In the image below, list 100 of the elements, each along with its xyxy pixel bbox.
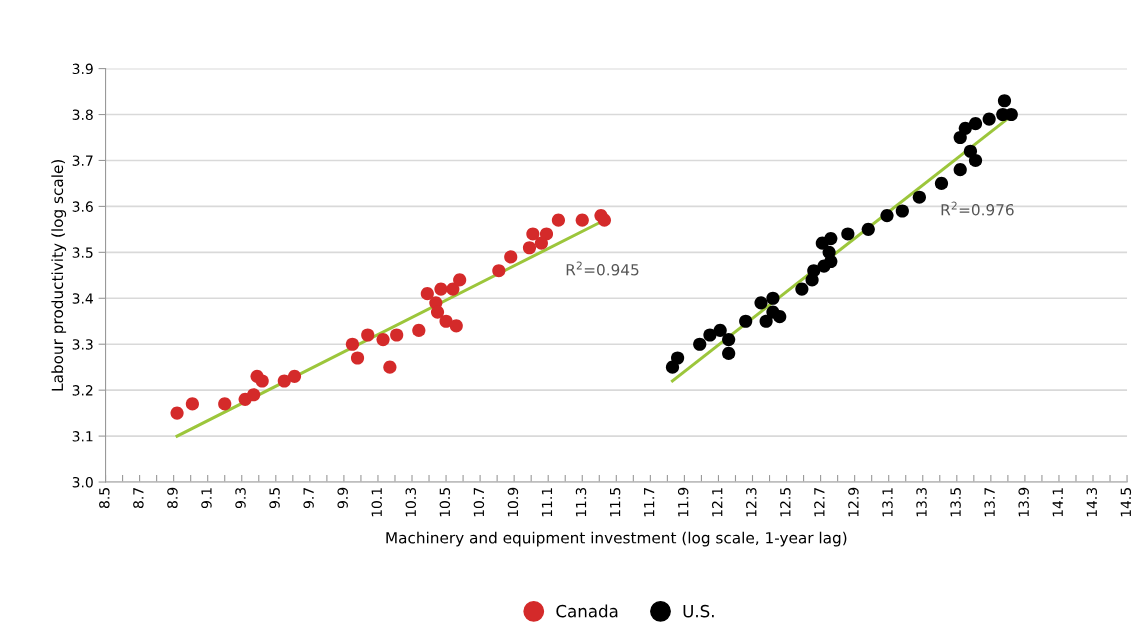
point (807, 264, 821, 278)
point (277, 374, 291, 388)
point (766, 291, 780, 305)
x-tick-label: 13.1 (882, 488, 893, 517)
point (739, 314, 753, 328)
point (795, 282, 809, 296)
point (453, 273, 467, 287)
x-tick-label: 8.7 (133, 488, 144, 509)
point (255, 374, 269, 388)
x-tick-label: 14.5 (1120, 488, 1132, 517)
y-tick-label: 3.4 (72, 293, 93, 304)
x-tick-label: 10.1 (371, 488, 382, 517)
x-tick-label: 9.7 (303, 488, 314, 509)
point (968, 153, 983, 168)
x-tick-label: 10.5 (439, 488, 451, 517)
point (997, 94, 1012, 108)
x-tick-label: 11.9 (677, 487, 689, 517)
point (671, 351, 685, 365)
point (895, 204, 909, 218)
point (534, 236, 548, 250)
point (963, 144, 978, 158)
x-tick-label: 10.9 (507, 487, 519, 517)
point (953, 163, 967, 177)
point (170, 406, 184, 420)
x-tick-label: 13.3 (916, 488, 927, 517)
point (350, 351, 365, 365)
x-tick-label: 8.9 (167, 487, 178, 509)
point (412, 323, 426, 338)
point (824, 254, 838, 269)
y-tick-label: 3.6 (72, 201, 93, 212)
x-tick-label: 9.9 (337, 487, 348, 509)
point (185, 397, 199, 411)
x-tick-label: 11.5 (610, 488, 621, 517)
x-tick-label: 12.5 (780, 488, 791, 517)
point (968, 117, 983, 131)
point (982, 112, 996, 126)
point (824, 231, 838, 246)
x-tick-label: 9.3 (235, 488, 246, 509)
x-tick-label: 14.3 (1086, 488, 1098, 517)
x-tick-label: 10.7 (473, 488, 485, 517)
point (934, 176, 949, 191)
point (575, 213, 589, 227)
y-tick-label: 3.8 (72, 109, 93, 120)
annotation: R$^{2}$=0.945 (566, 261, 639, 276)
x-tick-label: 9.1 (201, 488, 212, 509)
x-tick-label: 11.7 (644, 488, 655, 517)
point (361, 328, 375, 342)
y-tick-label: 3.5 (72, 247, 93, 258)
point (420, 287, 434, 301)
point (345, 337, 360, 351)
point (551, 213, 566, 227)
y-tick-label: 3.9 (72, 63, 93, 75)
point (247, 388, 261, 402)
point (1004, 107, 1018, 122)
x-tick-label: 11.1 (541, 488, 553, 517)
x-tick-label: 8.5 (99, 488, 110, 509)
point (722, 346, 736, 360)
y-axis-title: Labour productivity (log scale) (51, 159, 67, 391)
point (218, 397, 232, 411)
x-tick-label: 12.1 (711, 488, 723, 517)
point (383, 360, 397, 374)
point (376, 333, 390, 347)
point (504, 250, 518, 264)
point (841, 227, 855, 241)
y-tick-label: 3.7 (72, 155, 93, 166)
x-tick-label: 9.5 (269, 488, 280, 509)
point (439, 314, 453, 328)
point (446, 282, 460, 296)
point (526, 227, 540, 241)
legend-label: Canada (556, 604, 618, 618)
x-tick-label: 12.9 (848, 487, 859, 517)
point (390, 328, 404, 342)
y-tick-label: 3.3 (72, 339, 93, 350)
point (434, 282, 448, 296)
point (713, 323, 727, 338)
x-tick-label: 14.1 (1052, 488, 1063, 517)
annotation: R$^{2}$=0.976 (941, 201, 1014, 216)
point (861, 222, 875, 236)
point (759, 314, 773, 328)
point (958, 121, 972, 135)
y-tick-label: 3.2 (72, 385, 93, 396)
point (754, 296, 768, 310)
point (287, 369, 302, 383)
point (722, 333, 736, 347)
x-axis-title: Machinery and equipment investment (log scale, 1-year lag) (386, 531, 847, 547)
x-tick-label: 10.3 (405, 488, 417, 517)
y-tick-label: 3.0 (72, 477, 93, 488)
x-tick-label: 13.5 (950, 488, 961, 517)
point (773, 310, 787, 324)
x-tick-label: 12.3 (746, 488, 757, 517)
x-tick-label: 13.7 (984, 488, 995, 517)
point (597, 213, 611, 227)
x-tick-label: 13.9 (1018, 487, 1029, 517)
point (430, 305, 445, 319)
point (880, 209, 894, 223)
point (693, 337, 707, 351)
point (449, 319, 463, 333)
legend-label: U.S. (683, 604, 714, 618)
point (912, 190, 926, 204)
x-tick-label: 11.3 (575, 488, 587, 517)
